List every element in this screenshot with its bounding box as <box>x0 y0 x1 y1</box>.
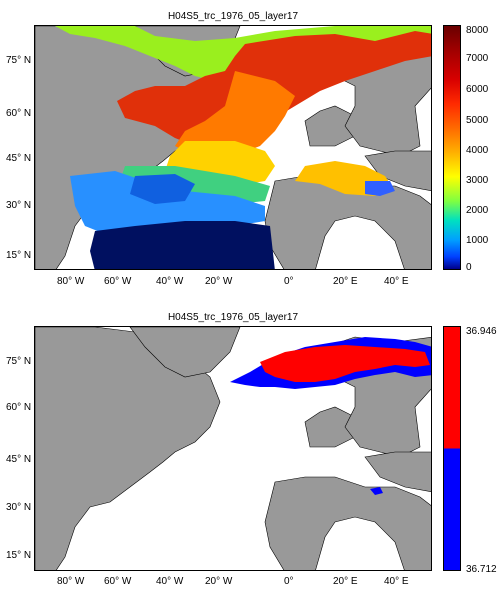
map1-canvas <box>35 26 431 269</box>
map2-lat-label: 15° N <box>6 550 32 561</box>
map2-colorbar-label: 36.946 <box>466 326 497 337</box>
map2-lon-label: 60° W <box>104 576 132 587</box>
map1-lon-label: 20° W <box>205 276 233 287</box>
map2-lon-label: 20° E <box>333 576 358 587</box>
map1-lat-label: 60° N <box>6 108 32 119</box>
map2-lon-label: 40° W <box>156 576 184 587</box>
map1-lat-label: 30° N <box>6 200 32 211</box>
map2-lat-label: 45° N <box>6 454 32 465</box>
map1-lon-label: 0° <box>284 276 294 287</box>
map1-colorbar-label: 7000 <box>466 53 489 64</box>
map1-colorbar-label: 3000 <box>466 175 489 186</box>
map2-canvas <box>35 327 431 570</box>
map1-lat-label: 15° N <box>6 250 32 261</box>
map1-colorbar-label: 8000 <box>466 25 489 36</box>
map1-colorbar <box>443 25 461 270</box>
map1-lon-label: 40° W <box>156 276 184 287</box>
map1-lat-label: 75° N <box>6 55 32 66</box>
map1-colorbar-label: 5000 <box>466 115 489 126</box>
map1-colorbar-label: 1000 <box>466 235 489 246</box>
map2-lat-label: 30° N <box>6 502 32 513</box>
map1-colorbar-label: 6000 <box>466 84 489 95</box>
map2-lon-label: 40° E <box>384 576 409 587</box>
map2-data <box>230 337 431 495</box>
map2-lat-label: 75° N <box>6 356 32 367</box>
map2-lat-label: 60° N <box>6 402 32 413</box>
map1-colorbar-label: 4000 <box>466 145 489 156</box>
map2-lon-label: 0° <box>284 576 294 587</box>
map1-data <box>55 26 431 269</box>
map1-title: H04S5_trc_1976_05_layer17 <box>167 11 299 22</box>
map2-title: H04S5_trc_1976_05_layer17 <box>167 312 299 323</box>
map2-lon-label: 20° W <box>205 576 233 587</box>
map1-colorbar-label: 2000 <box>466 205 489 216</box>
map1-lon-label: 40° E <box>384 276 409 287</box>
map2-lon-label: 80° W <box>57 576 85 587</box>
map2-colorbar-label: 36.712 <box>466 564 497 575</box>
map1-lon-label: 20° E <box>333 276 358 287</box>
map2-plot <box>34 326 432 571</box>
map2-colorbar <box>443 326 461 571</box>
map1-colorbar-label: 0 <box>466 262 472 273</box>
map1-lon-label: 60° W <box>104 276 132 287</box>
map1-lat-label: 45° N <box>6 153 32 164</box>
map1-lon-label: 80° W <box>57 276 85 287</box>
map1-plot <box>34 25 432 270</box>
